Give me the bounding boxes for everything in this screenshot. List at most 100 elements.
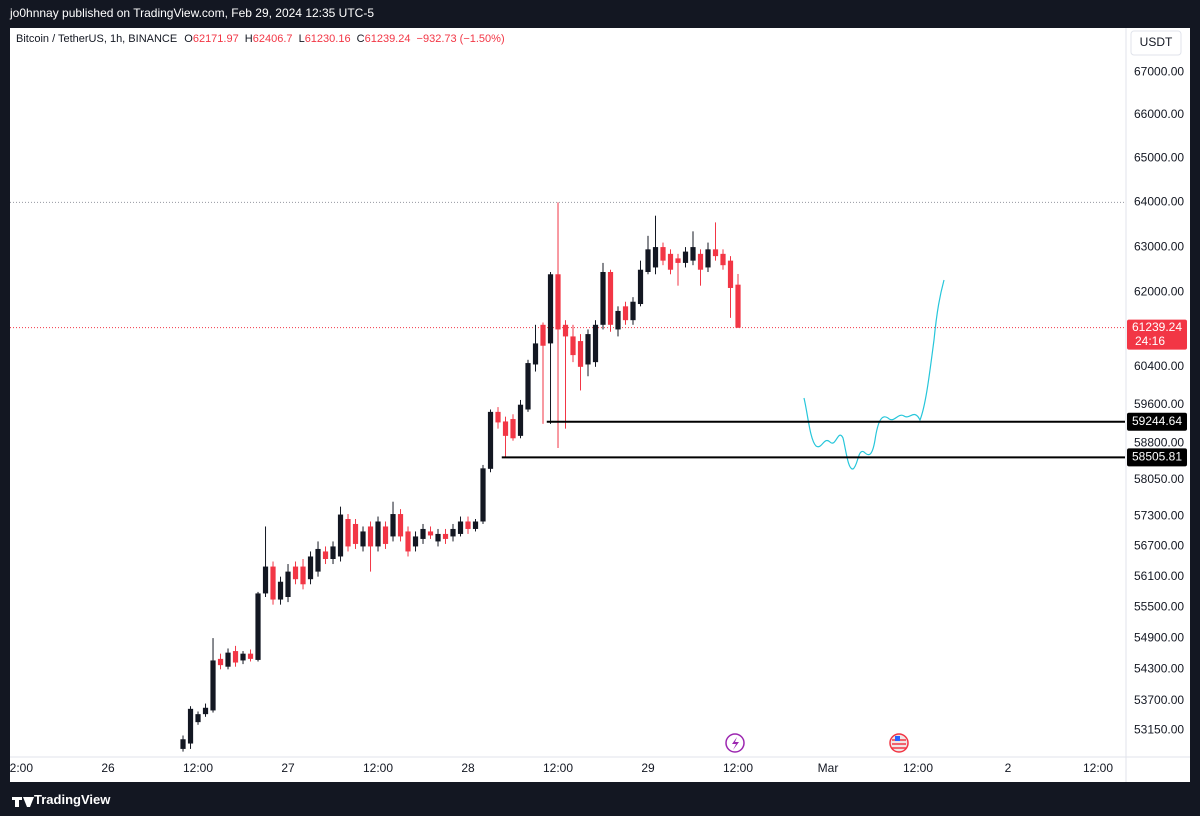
candle-body	[465, 521, 471, 529]
y-tick-label: 55500.00	[1134, 599, 1184, 613]
candle-body	[675, 258, 681, 263]
x-tick-label: 12:00	[363, 761, 393, 775]
symbol: Bitcoin / TetherUS, 1h, BINANCE	[16, 33, 178, 45]
candle-body	[322, 551, 329, 559]
candle-body	[540, 324, 546, 346]
candle-body	[720, 253, 726, 266]
publisher: jo0hnnay published on TradingView.com, F…	[10, 6, 375, 20]
candle-body	[442, 533, 449, 539]
candle-body	[435, 533, 441, 542]
candle-body	[270, 566, 276, 600]
level-label: 59244.64	[1132, 414, 1182, 428]
candle-body	[247, 653, 254, 659]
candle-body	[547, 274, 554, 344]
flag-canton	[895, 736, 900, 741]
candle-body	[472, 521, 479, 529]
x-tick-label: 12:00	[723, 761, 753, 775]
candle-body	[645, 249, 651, 272]
candle-body	[360, 531, 366, 547]
y-tick-label: 53150.00	[1134, 722, 1184, 736]
candle-body	[405, 531, 411, 552]
countdown: 24:16	[1135, 334, 1165, 348]
candle-body	[210, 660, 216, 711]
candle-body	[637, 269, 644, 305]
candle-body	[570, 336, 576, 356]
brand-logo	[12, 797, 34, 807]
candle-body	[255, 593, 261, 660]
candle-body	[667, 253, 674, 270]
x-tick-label: 12:00	[183, 761, 213, 775]
y-tick-label: 58800.00	[1134, 435, 1184, 449]
candle-body	[562, 324, 569, 337]
x-tick-label: 28	[461, 761, 475, 775]
candle-body	[307, 556, 314, 580]
open-value: 62171.97	[192, 33, 239, 45]
candle-body	[315, 548, 321, 572]
y-tick-label: 58050.00	[1134, 472, 1184, 486]
candle-body	[390, 514, 396, 537]
low-value: 61230.16	[304, 33, 351, 45]
candle-body	[487, 411, 494, 469]
x-tick-label: Mar	[818, 761, 839, 775]
plot	[10, 201, 1125, 752]
x-tick-label: 26	[101, 761, 115, 775]
candle-body	[277, 581, 284, 600]
level-label: 58505.81	[1132, 450, 1182, 464]
candle-body	[555, 274, 561, 330]
candle-body	[300, 566, 306, 585]
candle-body	[262, 566, 269, 594]
low-label: L	[298, 33, 305, 45]
x-tick-label: 12:00	[543, 761, 573, 775]
candle-body	[352, 523, 359, 544]
candle-body	[705, 249, 711, 268]
candle-body	[517, 404, 524, 436]
time-axis: 12:00 26 12:00 27 12:00 28 12:00 29 12:00 Mar 12:0…	[3, 761, 1113, 775]
candle-body	[615, 310, 621, 330]
y-tick-label: 62000.00	[1134, 285, 1184, 299]
currency-button[interactable]	[1130, 30, 1182, 56]
candle-body	[600, 271, 606, 325]
hand-drawn-projection	[803, 279, 945, 470]
x-tick-label: 12:00	[1083, 761, 1113, 775]
candle-body	[652, 247, 659, 268]
candle-body	[187, 708, 194, 744]
candle-body	[292, 566, 299, 580]
y-tick-label: 66000.00	[1134, 107, 1184, 121]
brand: TradingView	[34, 792, 111, 807]
candle-body	[690, 247, 696, 261]
event-icon-bolt	[732, 737, 739, 750]
candle-body	[510, 419, 516, 439]
candle-body	[525, 363, 531, 410]
candle-body	[382, 526, 389, 544]
candle-body	[712, 249, 719, 257]
x-tick-label: 27	[281, 761, 295, 775]
y-tick-label: 57300.00	[1134, 509, 1184, 523]
x-tick-label: 29	[641, 761, 655, 775]
x-tick-label: 12:00	[3, 761, 33, 775]
y-tick-label: 65000.00	[1134, 150, 1184, 164]
candle-body	[630, 301, 636, 321]
candle-body	[375, 521, 381, 547]
candle-body	[240, 653, 246, 661]
candle-body	[337, 514, 344, 557]
last-price-label: 61239.24	[1132, 320, 1182, 334]
y-tick-label: 59600.00	[1134, 397, 1184, 411]
candle-body	[660, 247, 666, 261]
level-label-box	[1127, 448, 1187, 467]
open-label: O	[184, 33, 193, 45]
candle-body	[622, 306, 629, 321]
y-tick-label: 56700.00	[1134, 539, 1184, 553]
y-tick-label: 64000.00	[1134, 195, 1184, 209]
last-price-box	[1127, 319, 1187, 350]
candle-body	[577, 341, 584, 367]
candle-body	[397, 514, 404, 537]
candle-body	[232, 651, 239, 663]
candle-body	[195, 714, 201, 723]
candle-body	[697, 253, 704, 270]
candle-body	[727, 260, 734, 288]
x-tick-label: 12:00	[903, 761, 933, 775]
candle-body	[367, 526, 374, 547]
legend: Bitcoin / TetherUS, 1h, BINANCE O62171.9…	[16, 33, 508, 45]
chart-background	[10, 28, 1190, 782]
